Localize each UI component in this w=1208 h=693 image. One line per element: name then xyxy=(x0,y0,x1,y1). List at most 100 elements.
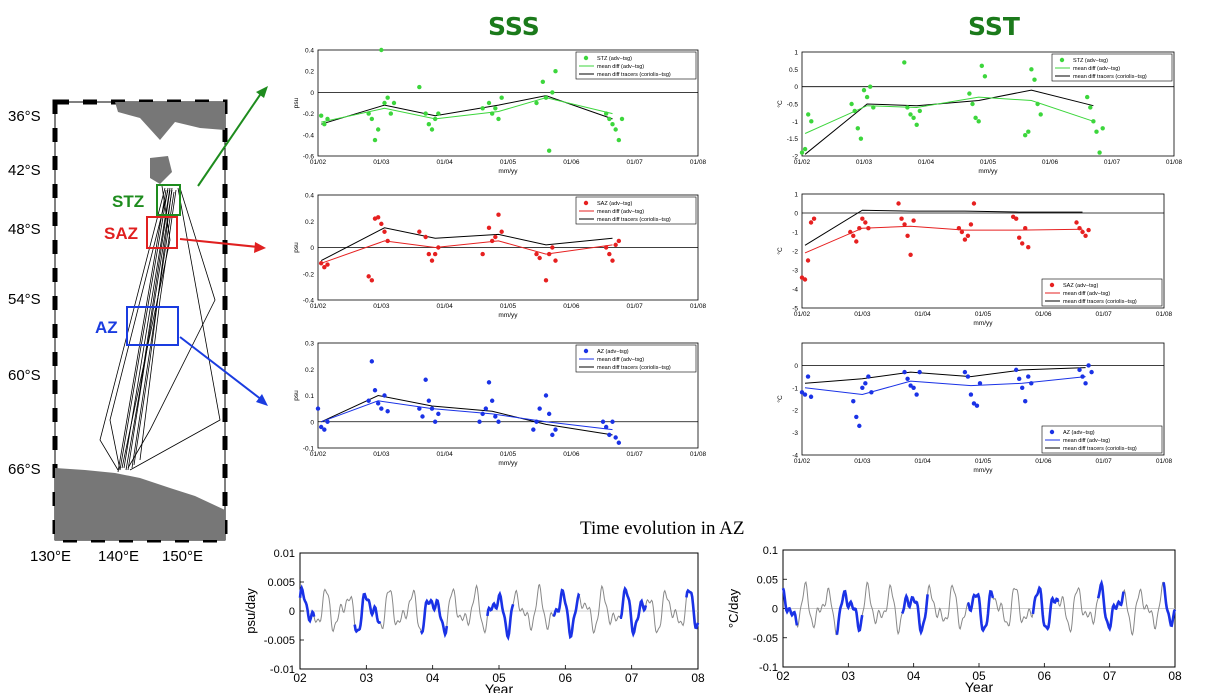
data-point xyxy=(388,111,394,116)
data-point xyxy=(499,229,504,234)
legend-entry: mean diff tracers (coriolis−tsg) xyxy=(1073,74,1147,80)
data-point xyxy=(848,229,853,235)
y-axis-label: °C xyxy=(776,247,784,255)
blue-series-segment xyxy=(781,587,799,626)
x-tick-label: 07 xyxy=(625,671,639,685)
y-tick-label: -0.4 xyxy=(303,298,315,305)
data-point xyxy=(911,115,916,121)
y-tick-label: -0.005 xyxy=(264,635,295,647)
y-tick-label: -0.2 xyxy=(303,111,315,118)
y-axis-label: °C/day xyxy=(726,588,741,628)
data-point xyxy=(1017,376,1022,382)
data-point xyxy=(905,376,910,382)
data-point xyxy=(486,100,492,106)
x-tick-label: 06 xyxy=(1038,669,1052,683)
data-point xyxy=(322,122,327,127)
data-point xyxy=(917,108,922,114)
data-point xyxy=(366,398,371,403)
lat-label-36: 36°S xyxy=(8,108,41,125)
data-point xyxy=(854,414,859,420)
data-point xyxy=(805,258,811,263)
x-tick-label: 01/06 xyxy=(1035,458,1052,465)
data-point xyxy=(603,111,609,116)
x-tick-label: 05 xyxy=(972,669,986,683)
data-point xyxy=(968,222,974,227)
mean-line xyxy=(804,225,1083,254)
mean-line xyxy=(321,400,613,431)
legend-marker xyxy=(1049,282,1055,288)
data-point xyxy=(534,100,539,106)
chart-ts_sst: 0.1 0.05 0 -0.05 -0.102 03 04 05 06 07 08 Year °C/da… xyxy=(726,545,1182,693)
tracers-line xyxy=(804,89,1094,155)
data-point xyxy=(809,119,814,124)
legend-entry: mean diff (adv−tsg) xyxy=(597,357,644,363)
x-tick-label: 01/07 xyxy=(1096,458,1113,465)
data-point xyxy=(1083,233,1088,238)
data-point xyxy=(917,369,922,375)
data-point xyxy=(871,105,876,110)
data-point xyxy=(849,101,854,107)
legend-entry: mean diff (adv−tsg) xyxy=(1063,291,1110,297)
x-tick-label: 01/02 xyxy=(310,303,327,310)
chart-sss_stz: 0.4 0.2 0 -0.2 -0.4 -0.601/02 01/03 01/04 01/05 0… xyxy=(293,48,707,176)
x-tick-label: 01/06 xyxy=(563,303,580,310)
y-tick-label: -0.1 xyxy=(759,662,778,674)
data-point xyxy=(971,401,977,406)
data-point xyxy=(1026,129,1031,134)
x-tick-label: 01/03 xyxy=(373,159,390,166)
data-point xyxy=(1094,129,1099,134)
data-point xyxy=(372,137,378,143)
data-point xyxy=(546,251,552,257)
y-tick-label: -0.1 xyxy=(303,446,315,453)
y-tick-label: -0.4 xyxy=(303,132,315,139)
chart-sst_stz: 1 0.5 0 -0.5 -1 -1.5 -201/02 01/03 01/04 01/05 01/… xyxy=(776,50,1183,176)
legend-entry: STZ (adv−tsg) xyxy=(597,56,632,62)
x-tick-label: 01/02 xyxy=(794,458,811,465)
legend-entry: mean diff tracers (coriolis−tsg) xyxy=(597,365,671,371)
blue-series-segment xyxy=(1162,582,1177,628)
y-tick-label: -2 xyxy=(792,408,798,415)
data-point xyxy=(1089,369,1094,375)
y-tick-label: 0 xyxy=(310,90,314,97)
data-point xyxy=(914,122,919,128)
x-tick-label: 01/05 xyxy=(980,159,997,166)
chart-sss_az: 0.3 0.2 0.1 0 -0.101/02 01/03 01/04 01/05 01/06 0… xyxy=(293,341,707,468)
y-tick-label: 1 xyxy=(794,192,798,199)
data-point xyxy=(603,245,609,250)
data-point xyxy=(911,385,916,390)
data-point xyxy=(429,406,435,411)
lat-label-60: 60°S xyxy=(8,367,41,384)
data-point xyxy=(322,427,327,432)
y-tick-label: 1 xyxy=(794,50,798,57)
x-tick-label: 01/04 xyxy=(437,303,454,310)
data-point xyxy=(385,95,390,100)
legend-entry: SAZ (adv−tsg) xyxy=(597,201,632,207)
data-point xyxy=(1013,216,1019,221)
data-point xyxy=(607,432,612,438)
data-point xyxy=(962,237,968,242)
x-tick-label: 03 xyxy=(842,669,856,683)
data-point xyxy=(534,251,539,257)
data-point xyxy=(1085,94,1090,100)
data-point xyxy=(1074,220,1079,225)
data-point xyxy=(426,122,432,127)
lat-label-54: 54°S xyxy=(8,291,41,308)
data-point xyxy=(805,374,811,379)
y-tick-label: 0 xyxy=(310,419,314,426)
data-point xyxy=(417,84,422,90)
data-point xyxy=(851,233,856,238)
y-axis-label: psu xyxy=(293,242,300,253)
x-tick-label: 01/03 xyxy=(854,311,871,318)
data-point xyxy=(1020,385,1025,390)
x-tick-label: 01/05 xyxy=(500,159,517,166)
x-tick-label: 01/05 xyxy=(500,303,517,310)
y-tick-label: 0 xyxy=(794,84,798,91)
data-point xyxy=(1032,77,1037,82)
x-tick-label: 01/04 xyxy=(918,159,935,166)
y-tick-label: 0.4 xyxy=(305,48,314,55)
data-point xyxy=(318,261,324,266)
data-point xyxy=(493,234,498,240)
data-point xyxy=(607,116,612,122)
y-tick-label: -0.5 xyxy=(787,102,799,109)
data-point xyxy=(959,229,965,235)
